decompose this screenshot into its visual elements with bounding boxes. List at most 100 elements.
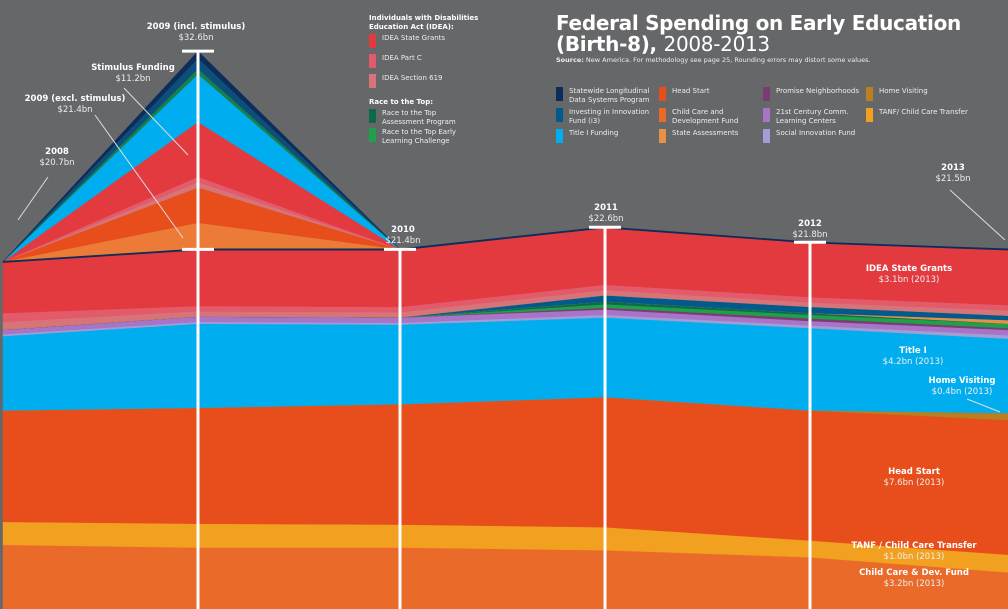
chart-title: Federal Spending on Early Education (Bir… bbox=[556, 13, 961, 55]
label-2010: 2010 $21.4bn bbox=[385, 225, 420, 247]
legend-label: Home Visiting bbox=[879, 87, 928, 95]
legend-item: IDEA Section 619 bbox=[369, 74, 474, 88]
series-value: $4.2bn (2013) bbox=[882, 357, 944, 367]
label-stimulus: Stimulus Funding $11.2bn bbox=[91, 63, 175, 85]
legend-label: Statewide Longitudinal Data Systems Prog… bbox=[569, 87, 650, 104]
legend-swatch bbox=[763, 108, 770, 122]
title-birth: (Birth-8), bbox=[556, 32, 657, 56]
title-line-2: (Birth-8), 2008-2013 bbox=[556, 34, 961, 55]
label-year: 2009 (incl. stimulus) bbox=[146, 22, 246, 32]
label-year: 2013 bbox=[941, 163, 965, 173]
legend-item: Race to the Top Early Learning Challenge bbox=[369, 128, 474, 146]
label-year: Stimulus Funding bbox=[91, 63, 175, 73]
leader-home-visiting bbox=[966, 398, 1001, 413]
legend-item: Social Innovation Fund bbox=[763, 129, 868, 143]
legend-swatch bbox=[369, 54, 376, 68]
legend-label: Child Care and Development Fund bbox=[672, 108, 739, 125]
label-year: 2012 bbox=[798, 219, 822, 229]
label-value: $20.7bn bbox=[39, 158, 75, 168]
label-2009-excl: 2009 (excl. stimulus) $21.4bn bbox=[25, 94, 126, 116]
area-layers bbox=[2, 50, 1008, 609]
legend-swatch bbox=[556, 108, 563, 122]
legend-swatch bbox=[866, 87, 873, 101]
source-text: New America. For methodology see page 25… bbox=[585, 56, 871, 64]
label-year: 2009 (excl. stimulus) bbox=[24, 94, 126, 104]
label-2008: 2008 $20.7bn bbox=[39, 147, 74, 169]
label-2013: 2013 $21.5bn bbox=[935, 163, 970, 185]
label-value: $21.5bn bbox=[935, 174, 971, 184]
legend-swatch bbox=[369, 109, 376, 123]
title-line-1: Federal Spending on Early Education bbox=[556, 11, 961, 35]
legend-swatch bbox=[556, 129, 563, 143]
legend-item: State Assessments bbox=[659, 129, 764, 143]
year-ticks bbox=[182, 49, 826, 609]
legend-label: Race to the Top Assessment Program bbox=[382, 109, 456, 126]
area-title-i-funding bbox=[2, 317, 1008, 414]
legend-item: Investing in Innovation Fund (i3) bbox=[556, 108, 661, 126]
legend-swatch bbox=[659, 108, 666, 122]
series-name: IDEA State Grants bbox=[865, 264, 953, 274]
area-stimulus-statewide-longitudinal-data-systems-program bbox=[2, 50, 1008, 262]
legend-item: Race to the Top Assessment Program bbox=[369, 109, 474, 127]
title-years: 2008-2013 bbox=[663, 32, 771, 56]
series-value: $0.4bn (2013) bbox=[931, 387, 993, 397]
legend-label: Social Innovation Fund bbox=[776, 129, 856, 137]
legend-label: Title I Funding bbox=[569, 129, 619, 137]
legend-item: Head Start bbox=[659, 87, 764, 101]
label-value: $21.4bn bbox=[57, 105, 93, 115]
legend-item: Statewide Longitudinal Data Systems Prog… bbox=[556, 87, 661, 105]
source-label: Source: bbox=[556, 56, 584, 64]
series-value: $1.0bn (2013) bbox=[883, 552, 945, 562]
legend-item: IDEA Part C bbox=[369, 54, 474, 68]
series-name: Head Start bbox=[888, 467, 940, 477]
label-value: $32.6bn bbox=[178, 33, 214, 43]
legend-heading-idea: Individuals with Disabilities Education … bbox=[369, 14, 479, 31]
legend-swatch bbox=[369, 128, 376, 142]
legend-label: Promise Neighborhoods bbox=[776, 87, 859, 95]
series-label-tanf: TANF / Child Care Transfer $1.0bn (2013) bbox=[851, 541, 976, 563]
legend-label: TANF/ Child Care Transfer bbox=[879, 108, 968, 116]
legend-label: State Assessments bbox=[672, 129, 739, 137]
legend-item: Home Visiting bbox=[866, 87, 971, 101]
label-year: 2011 bbox=[594, 203, 618, 213]
legend-swatch bbox=[763, 87, 770, 101]
legend-label: IDEA Part C bbox=[382, 54, 422, 62]
legend-heading-rtt: Race to the Top: bbox=[369, 98, 434, 106]
label-year: 2008 bbox=[45, 147, 69, 157]
label-value: $22.6bn bbox=[588, 214, 624, 224]
label-value: $11.2bn bbox=[115, 74, 151, 84]
series-name: TANF / Child Care Transfer bbox=[851, 541, 977, 551]
legend-swatch bbox=[369, 74, 376, 88]
leader-lines bbox=[17, 87, 1006, 413]
legend-item: TANF/ Child Care Transfer bbox=[866, 108, 971, 122]
legend-item: Title I Funding bbox=[556, 129, 661, 143]
series-label-idea-state-grants: IDEA State Grants $3.1bn (2013) bbox=[866, 264, 952, 286]
legend-item: IDEA State Grants bbox=[369, 34, 474, 48]
leader-stimulus bbox=[123, 87, 189, 156]
legend-item: Child Care and Development Fund bbox=[659, 108, 764, 126]
series-label-home-visiting: Home Visiting $0.4bn (2013) bbox=[929, 376, 996, 398]
leader-2008 bbox=[17, 176, 49, 221]
label-year: 2010 bbox=[391, 225, 415, 235]
legend-label: Race to the Top Early Learning Challenge bbox=[382, 128, 457, 145]
label-value: $21.8bn bbox=[792, 230, 828, 240]
label-2012: 2012 $21.8bn bbox=[792, 219, 827, 241]
legend-label: IDEA Section 619 bbox=[382, 74, 443, 82]
series-name: Home Visiting bbox=[928, 376, 996, 386]
base-total-outline bbox=[2, 226, 1008, 263]
label-2011: 2011 $22.6bn bbox=[588, 203, 623, 225]
legend-label: Investing in Innovation Fund (i3) bbox=[569, 108, 650, 125]
legend-label: 21st Century Comm. Learning Centers bbox=[776, 108, 849, 125]
legend-swatch bbox=[556, 87, 563, 101]
legend-swatch bbox=[369, 34, 376, 48]
series-value: $3.1bn (2013) bbox=[878, 275, 940, 285]
legend-item: Promise Neighborhoods bbox=[763, 87, 868, 101]
series-value: $3.2bn (2013) bbox=[883, 579, 945, 589]
series-name: Child Care & Dev. Fund bbox=[859, 568, 969, 578]
label-value: $21.4bn bbox=[385, 236, 421, 246]
legend-swatch bbox=[866, 108, 873, 122]
legend-label: IDEA State Grants bbox=[382, 34, 446, 42]
source-note: Source: New America. For methodology see… bbox=[556, 56, 871, 64]
leader-2009-excl bbox=[94, 114, 184, 239]
